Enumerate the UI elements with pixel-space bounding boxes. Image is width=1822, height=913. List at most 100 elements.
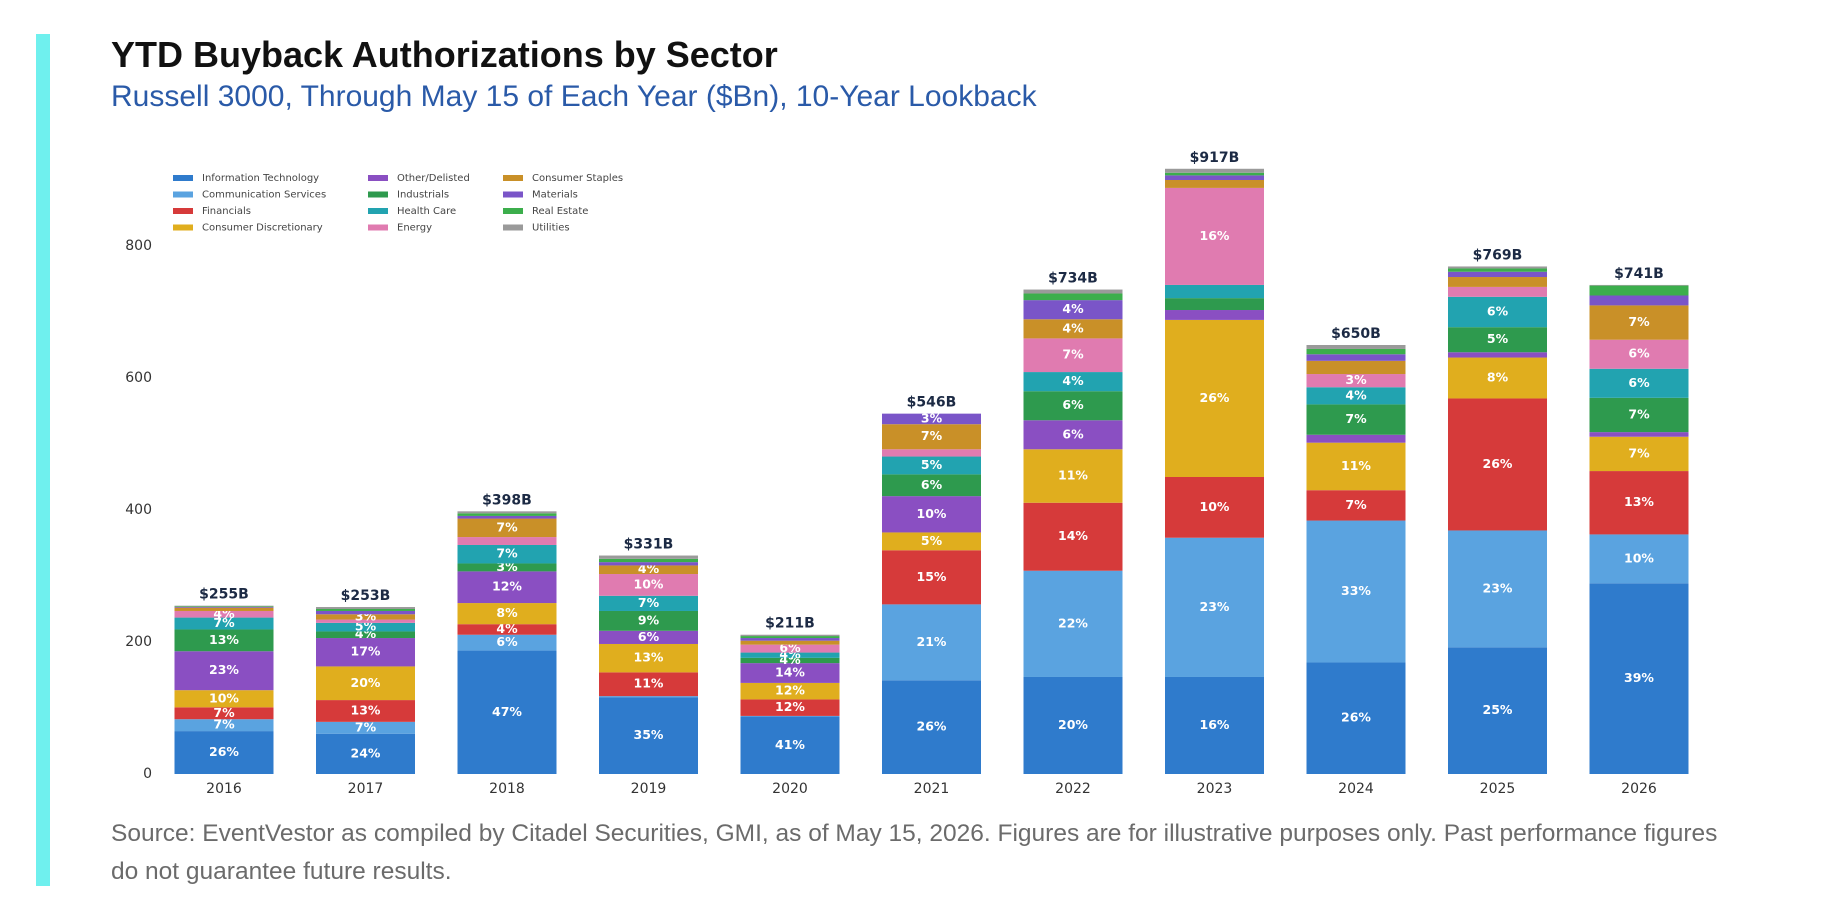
bar-segment [316, 622, 415, 632]
segment-label: 7% [213, 705, 235, 720]
bar-segment [882, 532, 981, 551]
segment-label: 23% [1200, 599, 1230, 614]
segment-label: 21% [917, 634, 947, 649]
bar-segment [1165, 298, 1264, 311]
bar-segment [1306, 374, 1406, 388]
legend-label: Industrials [397, 190, 449, 201]
bar-segment [457, 571, 557, 604]
bar-segment [1306, 354, 1406, 361]
bar-segment [1448, 277, 1547, 287]
segment-label: 7% [355, 719, 377, 734]
bar-segment [740, 652, 840, 658]
legend-swatch [368, 224, 388, 231]
bar-segment [316, 700, 415, 722]
y-tick-label: 0 [143, 766, 152, 782]
segment-label: 8% [1487, 370, 1509, 385]
segment-label: 26% [209, 744, 239, 759]
chart-title: YTD Buyback Authorizations by Sector [111, 34, 778, 75]
segment-label: 6% [1628, 346, 1650, 361]
segment-label: 6% [921, 477, 943, 492]
x-tick-label: 2023 [1197, 781, 1233, 797]
segment-label: 5% [921, 533, 943, 548]
bar-segment [740, 716, 840, 774]
bar-segment [740, 640, 840, 645]
bar-segment [1448, 286, 1547, 297]
bar-segment [457, 650, 557, 774]
x-tick-label: 2020 [772, 781, 808, 797]
segment-label: 13% [1624, 494, 1654, 509]
chart-subtitle: Russell 3000, Through May 15 of Each Yea… [111, 80, 1037, 113]
segment-label: 23% [1483, 580, 1513, 595]
legend-label: Information Technology [202, 173, 319, 184]
bar-segment [457, 537, 557, 545]
bar-segment [1306, 360, 1406, 375]
segment-label: 4% [1062, 320, 1084, 335]
segment-label: 41% [775, 737, 805, 752]
bar-segment [457, 515, 557, 519]
bar-segment [316, 614, 415, 620]
bar-segment [1448, 296, 1547, 328]
bar-segment [740, 699, 840, 716]
bar-segment [174, 607, 274, 608]
segment-label: 7% [921, 428, 943, 443]
bar-segment [174, 610, 274, 618]
bar-segment [1448, 266, 1547, 269]
segment-label: 47% [492, 704, 522, 719]
legend-swatch [503, 191, 523, 198]
segment-label: 7% [1628, 406, 1650, 421]
segment-label: 6% [1628, 375, 1650, 390]
total-label: $331B [624, 537, 674, 553]
bar-segment [1589, 368, 1689, 398]
bar-segment [740, 634, 840, 637]
bar-segment [1165, 175, 1264, 180]
bar-segment [1306, 490, 1406, 521]
bar-segment [1023, 319, 1123, 339]
bar-segment [1023, 293, 1123, 301]
bar-segment [1589, 534, 1689, 584]
bar-segment [316, 609, 415, 611]
bar-segment [599, 562, 698, 566]
legend-label: Materials [532, 190, 578, 201]
bar-segment [1589, 583, 1689, 774]
bar-segment [1023, 676, 1123, 774]
bar-segment [316, 610, 415, 615]
segment-label: 3% [1345, 372, 1367, 387]
segment-label: 10% [1200, 499, 1230, 514]
segment-label: 14% [1058, 528, 1088, 543]
segment-label: 10% [209, 690, 239, 705]
bar-segment [1589, 295, 1689, 306]
x-tick-label: 2022 [1055, 781, 1091, 797]
segment-label: 10% [634, 576, 664, 591]
bar-segment [882, 449, 981, 457]
segment-label: 6% [1487, 304, 1509, 319]
legend-label: Consumer Discretionary [202, 223, 323, 234]
bar-segment [740, 715, 840, 717]
bar-segment [882, 680, 981, 774]
bar-segment [1023, 502, 1123, 571]
segment-label: 9% [638, 612, 660, 627]
bar-segment [1306, 442, 1406, 491]
segment-label: 15% [917, 569, 947, 584]
bar-segment [1165, 187, 1264, 285]
bar-segment [174, 629, 274, 652]
y-tick-label: 200 [125, 634, 152, 650]
segment-label: 26% [1483, 456, 1513, 471]
total-label: $255B [199, 587, 249, 603]
bar-segment [599, 555, 698, 559]
x-tick-label: 2026 [1621, 781, 1657, 797]
y-tick-label: 800 [125, 238, 152, 254]
bar-segment [316, 619, 415, 623]
segment-label: 7% [638, 595, 660, 610]
y-tick-label: 600 [125, 370, 152, 386]
segment-label: 35% [634, 727, 664, 742]
bar-segment [1165, 537, 1264, 677]
bar-segment [457, 518, 557, 538]
segment-label: 16% [1200, 717, 1230, 732]
segment-label: 20% [1058, 717, 1088, 732]
bar-segment [1023, 420, 1123, 450]
bar-segment [1589, 432, 1689, 437]
bar-segment [1023, 338, 1123, 373]
bar-segment [174, 605, 274, 607]
source-note: Source: EventVestor as compiled by Citad… [111, 820, 1718, 885]
